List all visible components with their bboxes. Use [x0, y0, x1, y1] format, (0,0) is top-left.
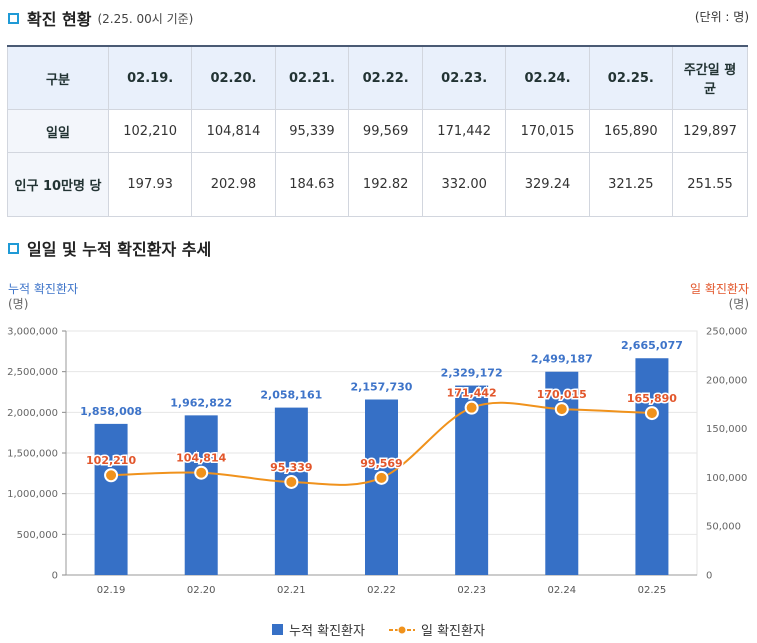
col-header: 02.20. — [191, 45, 276, 110]
table-cell: 329.24 — [505, 152, 590, 217]
table-cell: 251.55 — [672, 152, 748, 217]
col-header: 02.22. — [348, 45, 424, 110]
x-tick-label: 02.23 — [457, 585, 486, 596]
table-cell: 95,339 — [274, 109, 350, 153]
line-value-label: 99,569 — [360, 457, 402, 470]
right-axis-unit: (명) — [728, 297, 749, 311]
chart-legend: 누적 확진환자 일 확진환자 — [0, 620, 757, 639]
x-tick-label: 02.21 — [277, 585, 306, 596]
bar-value-label: 2,329,172 — [441, 367, 503, 380]
line-point — [554, 402, 569, 417]
table-cell: 129,897 — [672, 109, 748, 153]
status-subtitle: (2.25. 00시 기준) — [97, 11, 194, 26]
line-point — [464, 400, 479, 415]
bar-cumulative — [365, 399, 398, 575]
left-axis-label: 누적 확진환자 — [8, 282, 79, 296]
col-header: 주간일 평균 — [672, 45, 748, 110]
bar-cumulative — [274, 407, 308, 575]
left-tick-label: 0 — [52, 571, 58, 582]
right-tick-label: 150,000 — [706, 424, 747, 435]
table-cell: 99,569 — [348, 109, 424, 153]
right-tick-label: 200,000 — [706, 375, 747, 386]
col-header: 02.21. — [274, 45, 350, 110]
bar-cumulative — [184, 415, 218, 575]
left-tick-label: 2,000,000 — [7, 408, 58, 419]
table-cell: 165,890 — [588, 109, 674, 153]
bar-cumulative — [94, 423, 128, 575]
col-header: 02.19. — [107, 45, 193, 110]
line-value-label: 102,210 — [86, 454, 136, 467]
line-point — [284, 474, 299, 489]
x-tick-label: 02.24 — [547, 585, 576, 596]
x-tick-label: 02.22 — [367, 585, 396, 596]
table-row: 일일 102,210 104,814 95,339 99,569 171,442… — [7, 109, 748, 153]
right-tick-label: 50,000 — [706, 522, 741, 533]
confirmed-cases-table: 구분 02.19. 02.20. 02.21. 02.22. 02.23. 02… — [7, 45, 748, 217]
line-value-label: 95,339 — [270, 461, 312, 474]
table-cell: 104,814 — [191, 109, 276, 153]
line-swatch-icon — [388, 625, 415, 634]
section-title-trend: 일일 및 누적 확진환자 추세 — [8, 236, 211, 260]
square-bullet-icon — [8, 242, 19, 254]
row-header: 인구 10만명 당 — [7, 152, 109, 217]
table-cell: 102,210 — [107, 109, 193, 153]
square-bullet-icon — [8, 12, 19, 24]
bar-value-label: 2,157,730 — [351, 381, 413, 394]
legend-item-bar[interactable]: 누적 확진환자 — [272, 620, 365, 639]
left-tick-label: 3,000,000 — [7, 327, 58, 338]
table-cell: 171,442 — [422, 109, 507, 153]
bar-value-label: 1,962,822 — [170, 396, 232, 409]
table-cell: 192.82 — [348, 152, 424, 217]
col-header: 02.24. — [505, 45, 590, 110]
line-point — [194, 465, 209, 480]
legend-bar-label: 누적 확진환자 — [289, 624, 365, 639]
trend-chart: 0 500,000 1,000,000 1,500,000 2,000,000 2,500… — [7, 327, 747, 597]
bar-value-label: 1,858,008 — [80, 405, 142, 418]
line-value-label: 165,890 — [627, 392, 677, 405]
col-header: 02.23. — [422, 45, 507, 110]
trend-title: 일일 및 누적 확진환자 추세 — [27, 240, 212, 259]
line-point — [104, 468, 119, 483]
right-axis-title: 일 확진환자 (명) — [690, 282, 749, 312]
table-cell: 170,015 — [505, 109, 590, 153]
table-cell: 202.98 — [191, 152, 276, 217]
status-title: 확진 현황 — [27, 10, 92, 29]
table-cell: 197.93 — [107, 152, 193, 217]
table-row: 인구 10만명 당 197.93 202.98 184.63 192.82 33… — [7, 152, 748, 217]
bar-value-label: 2,499,187 — [531, 353, 593, 366]
right-tick-label: 0 — [706, 571, 712, 582]
right-tick-label: 100,000 — [706, 473, 747, 484]
x-tick-label: 02.19 — [97, 585, 126, 596]
right-tick-label: 250,000 — [706, 327, 747, 338]
line-value-label: 171,442 — [447, 387, 497, 400]
section-title-status: 확진 현황 (2.25. 00시 기준) — [8, 6, 193, 30]
line-point — [374, 470, 389, 485]
left-tick-label: 1,000,000 — [7, 489, 58, 500]
left-axis-title: 누적 확진환자 (명) — [8, 282, 78, 312]
x-tick-label: 02.25 — [638, 585, 667, 596]
table-cell: 321.25 — [588, 152, 674, 217]
left-tick-label: 500,000 — [17, 530, 58, 541]
left-tick-label: 2,500,000 — [7, 367, 58, 378]
bar-value-label: 2,058,161 — [260, 389, 322, 402]
bar-cumulative — [455, 385, 489, 575]
unit-label: (단위 : 명) — [694, 10, 749, 24]
bar-value-label: 2,665,077 — [621, 339, 683, 352]
col-header: 02.25. — [588, 45, 674, 110]
left-tick-label: 1,500,000 — [7, 449, 58, 460]
left-axis-unit: (명) — [8, 297, 29, 311]
legend-line-label: 일 확진환자 — [420, 624, 485, 639]
right-axis-label: 일 확진환자 — [689, 282, 749, 296]
legend-item-line[interactable]: 일 확진환자 — [388, 620, 485, 639]
line-value-label: 170,015 — [537, 388, 587, 401]
x-tick-label: 02.20 — [187, 585, 216, 596]
bar-swatch-icon — [272, 624, 284, 635]
line-point — [644, 406, 659, 421]
col-header: 구분 — [7, 45, 109, 110]
table-cell: 332.00 — [422, 152, 507, 217]
line-value-label: 104,814 — [176, 452, 226, 465]
bar-cumulative — [635, 358, 669, 575]
table-cell: 184.63 — [274, 152, 350, 217]
row-header: 일일 — [7, 109, 109, 153]
